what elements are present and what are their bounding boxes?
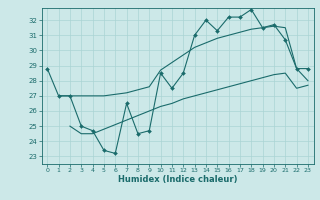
- X-axis label: Humidex (Indice chaleur): Humidex (Indice chaleur): [118, 175, 237, 184]
